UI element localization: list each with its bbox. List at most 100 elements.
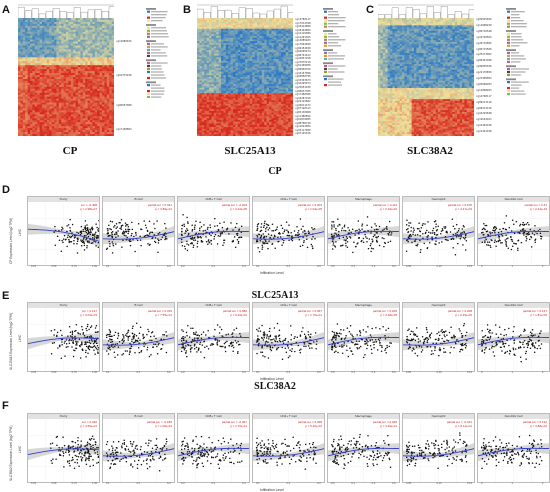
heat-cell	[109, 71, 112, 73]
heat-cell	[291, 107, 293, 109]
heat-cell	[112, 83, 114, 85]
heat-cell	[64, 99, 67, 101]
heat-cell	[56, 118, 59, 120]
heatmap-cp-svg	[18, 18, 114, 136]
heat-cell	[42, 18, 45, 20]
heat-cell	[279, 120, 282, 122]
heat-cell	[28, 128, 31, 130]
heat-cell	[32, 69, 35, 71]
heat-cell	[64, 59, 67, 61]
heat-cell	[90, 87, 93, 89]
heat-cell	[199, 125, 202, 127]
heat-cell	[32, 118, 35, 120]
heat-cell	[197, 113, 200, 115]
heat-cell	[20, 107, 23, 109]
heat-cell	[56, 34, 59, 36]
heat-cell	[49, 77, 52, 79]
heat-cell	[71, 59, 74, 61]
heat-cell	[85, 24, 88, 26]
heat-cell	[283, 36, 286, 38]
heat-cell	[18, 103, 21, 105]
heat-cell	[283, 48, 286, 50]
heat-cell	[214, 100, 217, 102]
heat-cell	[25, 38, 28, 40]
heat-cell	[219, 100, 222, 102]
heat-cell	[226, 61, 229, 63]
heat-cell	[56, 107, 59, 109]
heat-cell	[25, 61, 28, 63]
heat-cell	[23, 69, 26, 71]
heat-cell	[202, 109, 205, 111]
heat-cell	[42, 61, 45, 63]
heat-cell	[107, 75, 110, 77]
heat-cell	[228, 95, 231, 97]
heat-cell	[90, 38, 93, 40]
heat-cell	[204, 106, 207, 108]
heat-cell	[112, 101, 114, 103]
heat-cell	[61, 55, 64, 57]
legend-swatch	[147, 20, 150, 22]
heat-cell	[49, 18, 52, 20]
heat-cell	[197, 38, 200, 40]
heat-cell	[271, 106, 274, 108]
heat-cell	[259, 107, 262, 109]
heat-cell	[269, 66, 272, 68]
heat-cell	[73, 83, 76, 85]
heat-cell	[271, 107, 274, 109]
heat-cell	[52, 63, 55, 65]
heat-cell	[71, 112, 74, 114]
heat-cell	[25, 28, 28, 30]
heat-cell	[97, 93, 100, 95]
heat-cell	[250, 52, 253, 54]
heat-cell	[28, 30, 31, 32]
heat-cell	[90, 99, 93, 101]
heat-cell	[276, 88, 279, 90]
heat-cell	[264, 61, 267, 63]
heat-cell	[71, 130, 74, 132]
heat-cell	[109, 63, 112, 65]
heat-cell	[221, 104, 224, 106]
heat-cell	[264, 66, 267, 68]
heat-cell	[223, 120, 226, 122]
heat-cell	[100, 85, 103, 87]
heat-cell	[102, 91, 105, 93]
heat-cell	[104, 114, 107, 116]
heat-cell	[28, 77, 31, 79]
heat-cell	[107, 81, 110, 83]
heat-cell	[88, 107, 91, 109]
heat-cell	[59, 79, 62, 81]
heat-cell	[66, 93, 69, 95]
heat-cell	[66, 75, 69, 77]
heat-cell	[102, 18, 105, 20]
heat-cell	[112, 120, 114, 122]
heat-cell	[235, 106, 238, 108]
heat-cell	[240, 106, 243, 108]
heat-cell	[245, 63, 248, 65]
heat-cell	[104, 87, 107, 89]
heat-cell	[231, 50, 234, 52]
heat-cell	[291, 84, 293, 86]
heat-cell	[30, 122, 33, 124]
heat-cell	[90, 51, 93, 53]
heat-cell	[207, 48, 210, 50]
heat-cell	[221, 95, 224, 97]
heat-cell	[233, 79, 236, 81]
heat-cell	[90, 116, 93, 118]
heat-cell	[92, 26, 95, 28]
heat-cell	[80, 30, 83, 32]
heat-cell	[209, 123, 212, 125]
heat-cell	[71, 36, 74, 38]
heat-cell	[281, 18, 284, 20]
heat-cell	[223, 66, 226, 68]
heat-cell	[64, 93, 67, 95]
heat-cell	[102, 114, 105, 116]
heat-cell	[223, 39, 226, 41]
heat-cell	[283, 106, 286, 108]
legend-text-line	[151, 17, 166, 18]
heat-cell	[214, 113, 217, 115]
heat-cell	[235, 111, 238, 113]
heat-cell	[23, 55, 26, 57]
heat-cell	[92, 42, 95, 44]
heat-cell	[52, 112, 55, 114]
heat-cell	[30, 130, 33, 132]
